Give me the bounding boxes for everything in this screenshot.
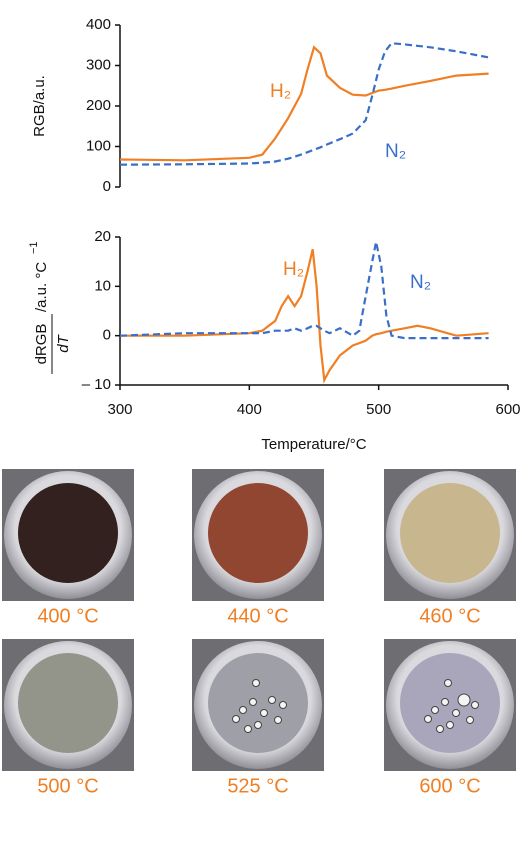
photo-bead <box>452 709 460 717</box>
photo-bead <box>457 693 471 707</box>
x-tick-label: 400 <box>237 401 262 418</box>
photo-bead <box>239 706 247 714</box>
photo-bead <box>260 709 268 717</box>
photo-caption: 400 °C <box>37 605 98 627</box>
photo-bead <box>436 725 444 733</box>
photo-bead <box>268 696 276 704</box>
ylabel-exp: −1 <box>28 241 40 254</box>
y-tick-label: 400 <box>86 16 111 33</box>
series-label: N₂ <box>385 141 406 162</box>
y-axis-label: RGB/a.u. <box>31 75 48 137</box>
photo-sample <box>18 483 118 583</box>
photo-sample <box>400 653 500 753</box>
y-tick-label: 200 <box>86 97 111 114</box>
series-label: H₂ <box>283 259 304 280</box>
x-tick-label: 300 <box>107 401 132 418</box>
photo-bead <box>249 698 257 706</box>
y-axis-label-2: dRGB dT /a.u. °C −1 <box>28 241 72 374</box>
series-label: N₂ <box>410 272 431 293</box>
series-line <box>119 42 489 166</box>
x-tick-label: 500 <box>366 401 391 418</box>
x-tick-label: 600 <box>495 401 520 418</box>
photo-bead <box>424 715 432 723</box>
photo-bead <box>466 716 474 724</box>
y-tick-label: 0 <box>103 178 111 195</box>
photo-caption: 460 °C <box>419 605 480 627</box>
photo-bead <box>279 701 287 709</box>
ylabel-denominator: dT <box>55 333 72 352</box>
series-line <box>119 45 489 162</box>
series-line <box>119 241 489 340</box>
ylabel-numerator: dRGB <box>33 324 50 365</box>
x-axis-label: Temperature/°C <box>261 436 366 453</box>
photo-sample <box>208 653 308 753</box>
series-label: H₂ <box>270 81 291 102</box>
photo-bead <box>471 701 479 709</box>
photo-bead <box>444 679 452 687</box>
photo-bead <box>232 715 240 723</box>
photo-bead <box>252 679 260 687</box>
ylabel-unit: /a.u. °C <box>33 262 50 312</box>
y-tick-label: 300 <box>86 56 111 73</box>
y-tick-label: 0 <box>103 327 111 344</box>
y-tick-label: 10 <box>94 277 111 294</box>
photo-bead <box>431 706 439 714</box>
series-line <box>120 249 489 384</box>
photo-caption: 500 °C <box>37 775 98 797</box>
photo-sample <box>400 483 500 583</box>
y-tick-label: – 10 <box>82 376 111 393</box>
photo-sample <box>18 653 118 753</box>
y-tick-label: 100 <box>86 137 111 154</box>
photo-bead <box>441 698 449 706</box>
photo-bead <box>274 716 282 724</box>
photo-bead <box>446 721 454 729</box>
photo-caption: 440 °C <box>227 605 288 627</box>
photo-bead <box>244 725 252 733</box>
photo-sample <box>208 483 308 583</box>
photo-caption: 525 °C <box>227 775 288 797</box>
photo-bead <box>254 721 262 729</box>
photo-caption: 600 °C <box>419 775 480 797</box>
y-tick-label: 20 <box>94 228 111 245</box>
